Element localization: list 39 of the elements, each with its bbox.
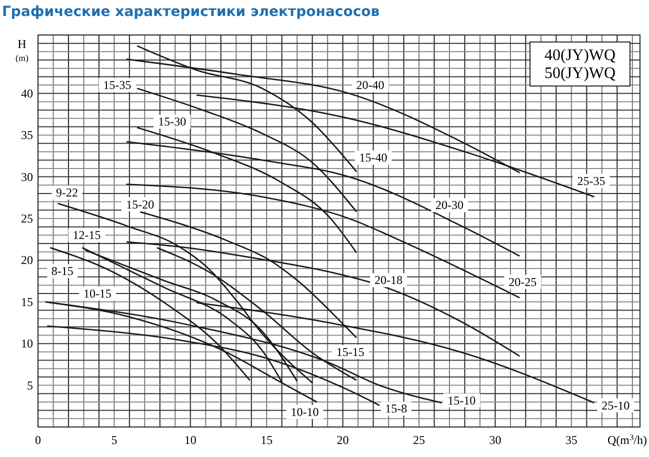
- annotation: 8-15: [51, 264, 74, 278]
- annotation: 20-30: [435, 198, 464, 212]
- annotation: 15-15: [336, 344, 364, 359]
- annotation: 12-15: [72, 228, 101, 242]
- x-tick-label: 10: [184, 433, 196, 447]
- annotation: 15-20: [126, 197, 154, 212]
- y-tick-label: 15: [21, 294, 33, 309]
- annotation: 20-40: [356, 78, 384, 92]
- annotation: 25-35: [577, 174, 606, 188]
- annotation: 10-10: [290, 404, 319, 419]
- y-tick-label: 5: [27, 378, 33, 392]
- x-tick-label: 0: [35, 433, 41, 447]
- x-tick-label: 20: [336, 433, 349, 447]
- y-tick-label: 25: [21, 211, 33, 226]
- y-tick-label: 20: [21, 253, 33, 268]
- annotation: 10-15: [83, 286, 112, 301]
- y-tick-label: 40: [21, 86, 33, 100]
- annotation: 40(JY)WQ: [544, 47, 616, 64]
- annotation: 15-35: [103, 78, 132, 92]
- x-tick-label: 15: [260, 433, 273, 447]
- x-axis-title: Q(m$^{3}$/h): [607, 432, 647, 447]
- annotation: 15-8: [385, 402, 408, 416]
- y-axis-title: H (m): [16, 37, 28, 63]
- annotation: 25-10: [602, 398, 630, 412]
- annotation: 20-18: [374, 273, 403, 288]
- chart-title: Графические характеристики электронасосов: [2, 4, 380, 20]
- annotation: 20-25: [508, 274, 537, 289]
- y-tick-label: 10: [21, 336, 33, 351]
- y-tick-label: 35: [21, 128, 33, 142]
- annotation: 15-30: [158, 114, 186, 129]
- annotation: 15-10: [448, 393, 476, 408]
- x-tick-label: 25: [413, 433, 426, 447]
- annotation: 9-22: [56, 186, 78, 200]
- y-tick-label: 30: [21, 170, 33, 184]
- annotation: 50(JY)WQ: [544, 65, 616, 82]
- x-tick-label: 35: [565, 433, 578, 447]
- annotation: 15-40: [359, 150, 388, 165]
- x-tick-label: 30: [489, 433, 502, 447]
- x-tick-label: 5: [111, 433, 118, 447]
